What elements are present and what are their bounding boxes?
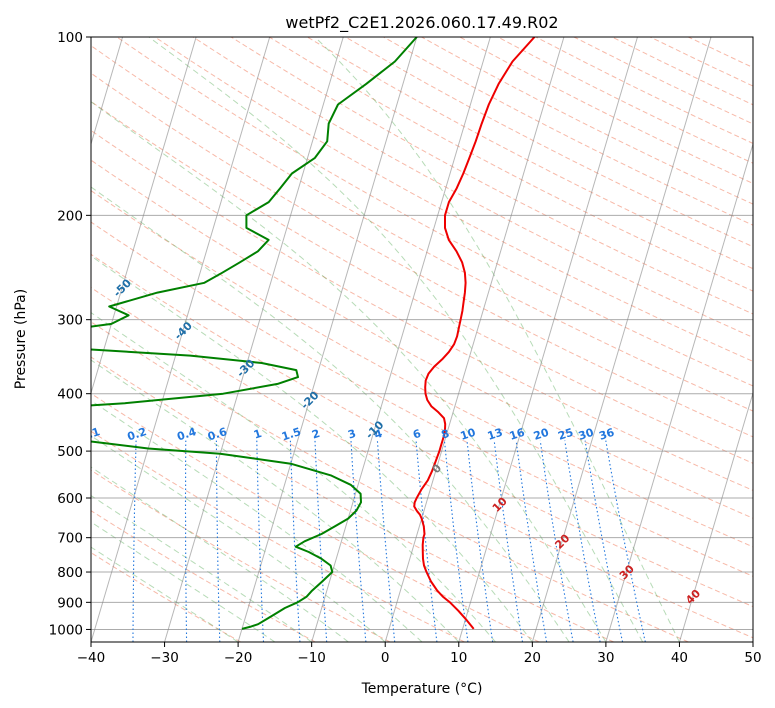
dry-adiabat <box>91 321 689 642</box>
moist-adiabat <box>314 37 680 642</box>
mixing-ratio-label: 0.2 <box>126 425 149 443</box>
dry-adiabat <box>91 129 753 491</box>
y-tick-label: 300 <box>57 313 83 329</box>
mixing-ratio-label: 10 <box>459 426 478 443</box>
axes: −40 −30 −20 −10 0 10 20 30 40 5010020030040050060… <box>49 30 762 666</box>
mixing-ratio-label: 1 <box>252 427 263 442</box>
dry-adiabat <box>91 221 753 577</box>
x-tick-label: −20 <box>224 650 253 666</box>
dry-adiabat <box>91 159 753 519</box>
dry-adiabat <box>230 37 753 315</box>
mixing-ratio-line <box>350 440 367 642</box>
mixing-ratio-label: 6 <box>411 427 423 442</box>
moist-adiabat <box>148 37 644 642</box>
dry-adiabat <box>192 37 753 339</box>
x-tick-label: −10 <box>297 650 326 666</box>
isotherm-line <box>91 37 197 395</box>
isotherm-line <box>531 37 712 642</box>
x-axis-label: Temperature (°C) <box>361 681 483 697</box>
y-tick-label: 400 <box>57 387 83 403</box>
mixing-ratio-label: 0.4 <box>175 425 198 443</box>
dry-adiabat <box>91 356 614 642</box>
mixing-ratio-label: 8 <box>440 427 451 442</box>
dry-adiabat <box>91 253 753 608</box>
dry-adiabat <box>268 37 753 292</box>
mixing-ratio-line <box>415 440 438 642</box>
mixing-ratio-line <box>466 440 494 642</box>
mixing-ratio-label: 25 <box>556 426 575 443</box>
plot-frame <box>90 36 754 643</box>
isotherm-line <box>91 37 271 642</box>
x-tick-label: 50 <box>744 650 761 666</box>
mixing-ratio-label: 13 <box>486 426 505 443</box>
x-tick-label: −30 <box>150 650 179 666</box>
mixing-ratio-label: 30 <box>577 426 596 443</box>
x-tick-label: 30 <box>597 650 614 666</box>
y-tick-label: 900 <box>57 595 83 611</box>
mixing-ratio-line <box>515 440 548 642</box>
mixing-ratio-line <box>256 440 265 642</box>
dry-adiabat <box>91 430 465 642</box>
mixing-ratio-line <box>539 440 574 642</box>
mixing-ratio-line <box>376 440 396 642</box>
mixing-ratio-line <box>289 440 301 642</box>
mixing-ratio-line <box>564 440 601 642</box>
mixing-ratio-label: 20 <box>532 426 551 443</box>
dewpoint-line <box>91 37 418 630</box>
isotherm-line <box>678 391 753 642</box>
y-tick-label: 500 <box>57 444 83 460</box>
dry-adiabat <box>91 100 753 464</box>
grid-lines <box>91 37 753 642</box>
isotherm-line <box>91 37 124 146</box>
dry-adiabat <box>91 469 391 642</box>
y-tick-label: 800 <box>57 565 83 581</box>
mixing-ratio-label: 3 <box>346 427 357 442</box>
moist-adiabat <box>91 101 607 642</box>
x-tick-label: 20 <box>524 650 541 666</box>
y-tick-label: 600 <box>57 491 83 507</box>
mixing-ratio-label: 1.5 <box>280 425 303 443</box>
isotherm-line <box>458 37 638 642</box>
moist-adiabat <box>91 186 570 642</box>
y-tick-label: 200 <box>57 208 83 224</box>
mixing-ratio-line <box>132 440 137 642</box>
mixing-ratio-label: 2 <box>310 427 321 442</box>
mixing-ratio-line <box>215 440 221 642</box>
mixing-ratio-label: 0.6 <box>206 425 229 443</box>
dry-adiabat <box>154 37 753 362</box>
isotherm-line <box>605 142 753 642</box>
moist-adiabat <box>91 312 496 642</box>
mixing-ratio-line <box>584 440 624 642</box>
isotherm-line <box>164 37 344 642</box>
isotherm-line <box>384 37 565 642</box>
moist-adiabat <box>91 255 533 642</box>
data-series <box>91 37 536 630</box>
isotherm-line <box>237 37 418 642</box>
mixing-ratio-line <box>493 440 524 642</box>
x-tick-label: 10 <box>450 650 467 666</box>
x-tick-label: 0 <box>381 650 390 666</box>
y-axis-label: Pressure (hPa) <box>13 289 29 389</box>
y-tick-label: 700 <box>57 531 83 547</box>
temperature-line <box>413 37 536 630</box>
y-tick-label: 1000 <box>49 622 83 638</box>
moist-adiabat <box>91 466 349 642</box>
moist-adiabat <box>91 399 423 642</box>
x-tick-label: 40 <box>671 650 688 666</box>
mixing-ratio-label: 16 <box>508 426 527 443</box>
mixing-ratio-line <box>314 440 328 642</box>
mixing-ratio-line <box>605 440 646 642</box>
dry-adiabat <box>91 286 753 639</box>
mixing-ratio-label: 0.1 <box>79 425 102 443</box>
chart-title: wetPf2_C2E1.2026.060.17.49.R02 <box>285 13 558 33</box>
mixing-ratio-label: 36 <box>597 426 616 443</box>
mixing-ratio-line <box>184 440 188 642</box>
mixing-ratio-label: 4 <box>373 427 385 442</box>
isotherm-line <box>311 37 491 642</box>
dry-adiabat <box>91 552 242 642</box>
y-tick-label: 100 <box>57 30 83 46</box>
x-tick-label: −40 <box>77 650 106 666</box>
